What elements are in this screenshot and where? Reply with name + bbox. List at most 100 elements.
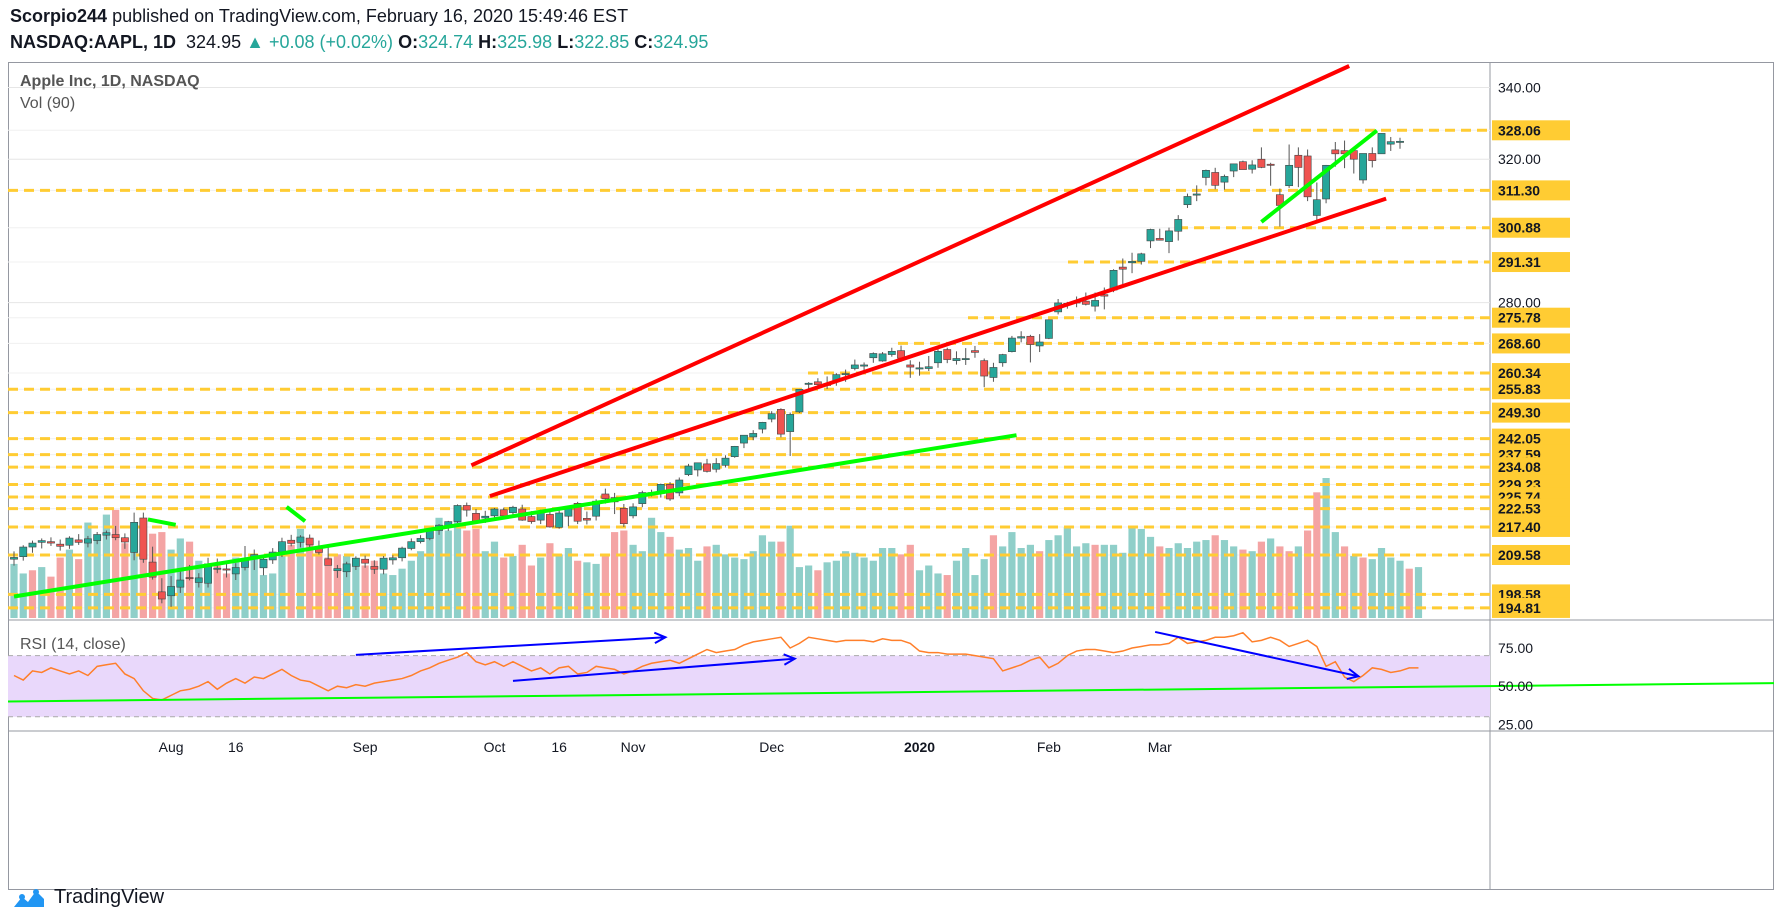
- volume-bar: [657, 532, 665, 618]
- candle: [416, 538, 425, 542]
- candle: [324, 558, 333, 566]
- candle: [1396, 140, 1404, 143]
- candle: [813, 381, 822, 385]
- volume-bar: [721, 554, 730, 618]
- tradingview-footer[interactable]: TradingView: [12, 886, 164, 909]
- volume-bar: [416, 551, 425, 618]
- volume-bar: [1109, 544, 1118, 618]
- lower-channel-line: [489, 196, 1387, 499]
- level-price-label: 300.88: [1498, 220, 1541, 236]
- candle: [167, 586, 175, 597]
- time-axis-label: 2020: [904, 739, 935, 755]
- volume-bar: [592, 563, 600, 618]
- volume-bar: [222, 573, 231, 618]
- candle: [185, 577, 194, 579]
- volume-bar: [1082, 543, 1090, 618]
- time-axis-label: 16: [551, 739, 567, 755]
- volume-bar: [1128, 527, 1136, 618]
- volume-bar: [555, 554, 563, 618]
- volume-bar: [638, 551, 646, 618]
- chart-legend-title: Apple Inc, 1D, NASDAQ: [20, 73, 200, 90]
- volume-bar: [158, 532, 166, 618]
- volume-bar: [509, 555, 517, 618]
- candle: [462, 505, 471, 511]
- volume-bar: [343, 555, 351, 618]
- volume-bar: [93, 535, 101, 618]
- candle: [684, 465, 693, 475]
- volume-bar: [352, 563, 360, 618]
- candle: [795, 389, 804, 413]
- volume-bar: [1146, 536, 1155, 618]
- volume-bar: [195, 560, 203, 618]
- volume-bar: [259, 575, 268, 618]
- author-name[interactable]: Scorpio244: [10, 6, 108, 26]
- candle: [1035, 341, 1044, 347]
- level-price-tag: [1492, 180, 1570, 201]
- tradingview-brand: TradingView: [54, 886, 165, 908]
- publish-info: published on TradingView.com, February 1…: [112, 6, 629, 26]
- low-value: 322.85: [574, 32, 630, 52]
- volume-bar: [1091, 544, 1099, 618]
- level-price-tag: [1492, 516, 1570, 537]
- volume-bar: [629, 544, 637, 618]
- price-chart[interactable]: 340.00 320.00 280.00 328.06 311.30 300.88 291.…: [7, 62, 1775, 890]
- open-label: O:: [398, 32, 419, 52]
- volume-bar: [75, 559, 83, 618]
- open-value: 324.74: [418, 32, 474, 52]
- chart-area[interactable]: 340.00 320.00 280.00 328.06 311.30 300.88 291.…: [7, 62, 1775, 890]
- time-axis-label: Feb: [1037, 739, 1061, 755]
- volume-bar: [611, 532, 619, 618]
- volume-bar: [999, 546, 1007, 618]
- rsi-divergence-arrow-head: [653, 631, 668, 644]
- volume-bar: [1026, 544, 1034, 618]
- high-label: H:: [478, 32, 498, 52]
- candle: [758, 421, 767, 430]
- volume-bar: [1036, 551, 1044, 618]
- candle: [259, 558, 268, 569]
- volume-bar: [213, 565, 221, 618]
- volume-bar: [537, 557, 545, 618]
- candle: [1137, 253, 1146, 262]
- volume-bar: [1193, 541, 1201, 618]
- candle: [10, 557, 18, 560]
- candle: [102, 532, 111, 536]
- level-price-label: 275.78: [1498, 310, 1541, 326]
- candle: [869, 353, 878, 359]
- volume-bar: [1165, 548, 1173, 618]
- volume-bar: [869, 560, 877, 618]
- level-price-label: 311.30: [1498, 182, 1540, 198]
- volume-bar: [1368, 559, 1376, 618]
- candle: [453, 505, 462, 522]
- candle: [148, 561, 157, 578]
- candle: [1183, 196, 1192, 206]
- candle: [740, 434, 748, 444]
- volume-bar: [1313, 492, 1321, 618]
- volume-bar: [204, 567, 212, 618]
- high-value: 325.98: [497, 32, 553, 52]
- candle: [804, 382, 813, 385]
- candle: [370, 566, 379, 570]
- candle: [157, 591, 166, 600]
- volume-bar: [370, 560, 378, 618]
- level-price-label: 249.30: [1498, 405, 1541, 421]
- candle: [1017, 336, 1026, 339]
- candle: [887, 351, 896, 355]
- candle: [850, 364, 859, 369]
- volume-bar: [786, 525, 794, 618]
- volume-bar: [472, 528, 480, 618]
- candle: [231, 567, 240, 575]
- volume-bar: [712, 544, 720, 618]
- volume-bar: [1331, 532, 1339, 618]
- volume-bar: [1220, 540, 1229, 618]
- candle: [278, 541, 286, 553]
- close-value: 324.95: [653, 32, 709, 52]
- candle: [47, 541, 55, 544]
- candle: [1257, 158, 1266, 168]
- time-axis-label: Aug: [159, 739, 184, 755]
- volume-bar: [47, 576, 55, 618]
- volume-bar: [943, 575, 951, 618]
- candle: [222, 568, 231, 571]
- candle: [361, 558, 370, 564]
- candle: [980, 360, 989, 377]
- volume-bar: [10, 563, 18, 618]
